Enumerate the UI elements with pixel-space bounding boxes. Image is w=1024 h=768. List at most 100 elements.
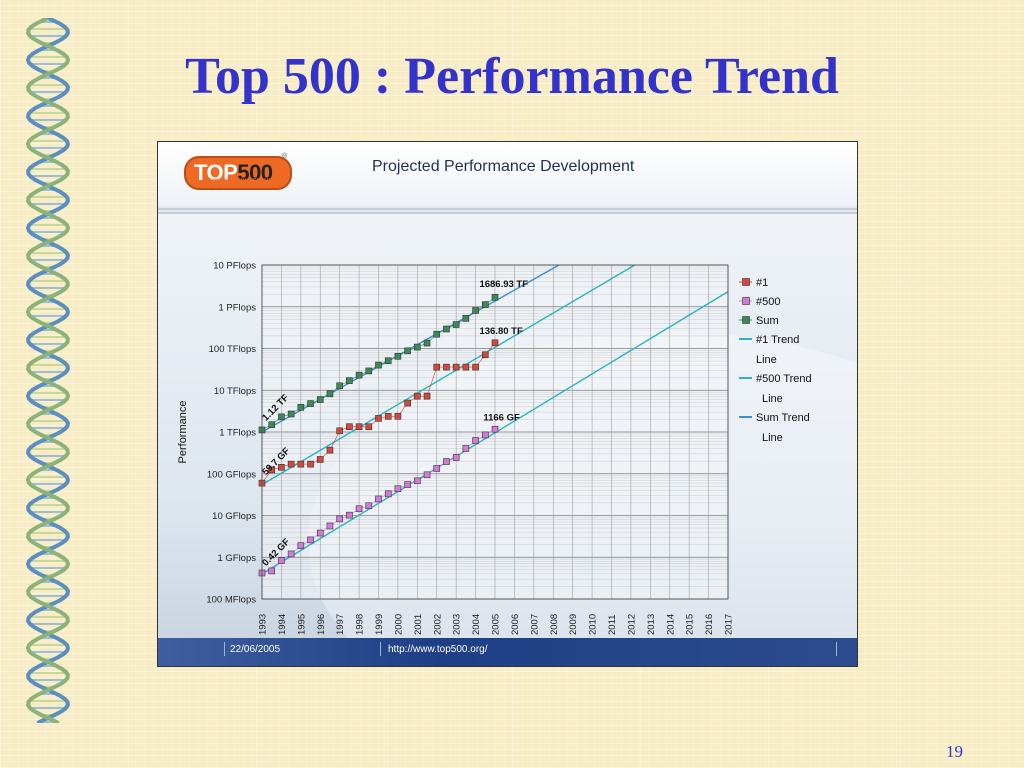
no500-marker [375,495,382,503]
x-tick-label: 1999 [374,614,385,635]
sum-marker [433,330,441,338]
no500-marker [414,477,421,485]
no1-marker [423,392,431,400]
sum-marker [346,377,353,384]
legend-label-continued: Line [762,432,783,444]
footer-date: 22/06/2005 [230,644,281,655]
sum-marker [297,404,305,411]
slide-number: 19 [946,742,963,761]
no1-marker [297,460,305,468]
sum-marker [326,390,334,398]
footer-url[interactable]: http://www.top500.org/ [388,644,488,655]
sum-marker [307,400,314,407]
no1-marker [404,399,411,407]
x-tick-label: 2002 [432,614,443,635]
logo-subtext: SUPERCOMPUTER SITES [206,179,281,185]
no500-marker [423,471,431,479]
top500-logo: TOP500 [184,156,292,190]
no500-trend-line-line [262,291,728,575]
legend-label: #1 Trend [756,334,799,346]
footer-separator [380,642,381,656]
legend-item: #1 [739,277,768,289]
x-tick-label: 1998 [355,614,366,635]
no500-marker [365,502,373,510]
sum-marker [278,413,285,421]
y-axis-label: Performance [177,401,189,464]
legend-swatch-marker [742,297,750,305]
panel-footer: 22/06/2005 http://www.top500.org/ [158,638,857,666]
chart-title: Projected Performance Development [372,158,635,175]
dna-helix-decoration [25,18,71,723]
no500-marker [355,505,363,513]
no1-marker [394,412,402,420]
sum-marker [287,410,295,418]
x-tick-label: 2016 [704,614,715,635]
sum-marker [443,325,450,333]
legend-label-continued: Line [756,354,777,366]
footer-separator [224,642,225,656]
y-tick-label: 10 PFlops [213,261,256,272]
panel-header: TOP500 ® SUPERCOMPUTER SITES Projected P… [158,142,857,207]
no500-marker [278,557,285,564]
slide-title: Top 500 : Performance Trend [185,48,839,105]
x-tick-label: 1993 [258,614,269,635]
annotation-label: 1686.93 TF [479,279,528,290]
legend-label-continued: Line [762,393,783,405]
no1-marker [287,460,295,468]
no500-marker [491,425,499,433]
legend-label: Sum [756,315,779,327]
chart-axes: 100 MFlops 1 GFlops 10 GFlops 100 GFlops 1 T… [177,261,735,636]
sum-marker [316,396,324,403]
sum-marker [452,321,460,328]
no500-marker [316,529,324,537]
no500-marker [336,515,343,523]
no500-marker [394,485,402,493]
x-tick-label: 2003 [452,614,463,635]
no500-marker [462,445,470,452]
x-tick-label: 2017 [724,614,735,635]
no1-marker [443,363,450,371]
no500-marker [452,454,460,461]
y-tick-label: 10 GFlops [212,511,256,522]
sum-marker [462,315,470,322]
x-tick-label: 2009 [568,614,579,635]
sum-marker [375,361,382,369]
legend-swatch-marker [742,316,750,324]
no1-marker [316,456,324,463]
sum-marker [394,353,402,360]
no1-marker [462,363,470,371]
legend-item: Sum [739,315,779,327]
sum-marker [336,382,343,390]
x-tick-label: 1994 [277,614,288,635]
no500-marker [481,431,489,439]
sum-marker [481,301,489,308]
x-tick-label: 2011 [607,615,618,635]
y-tick-label: 100 GFlops [207,469,256,480]
legend-label: #500 [756,296,780,308]
x-tick-label: 2000 [393,614,404,635]
no1-marker [326,446,334,454]
sum-marker [404,347,411,355]
no1-marker [278,463,285,471]
no500-marker [433,465,441,472]
y-tick-label: 1 PFlops [219,302,257,313]
footer-separator [836,642,837,656]
annotation-label: 1166 GF [483,412,520,423]
header-stripe [158,206,857,214]
no1-marker [336,427,343,435]
x-tick-label: 2015 [685,614,696,635]
logo-registered-mark: ® [282,153,288,160]
no1-marker [491,339,499,347]
no1-marker [472,363,479,371]
no500-marker [346,511,353,519]
no500-marker [384,490,392,498]
no500-marker [443,458,450,465]
no500-marker [326,522,334,530]
legend-label: #1 [756,277,768,289]
x-tick-label: 2013 [646,614,657,635]
x-tick-label: 2012 [626,614,637,635]
sum-marker [491,293,499,301]
legend-item: #500 Trend Line [739,373,812,405]
